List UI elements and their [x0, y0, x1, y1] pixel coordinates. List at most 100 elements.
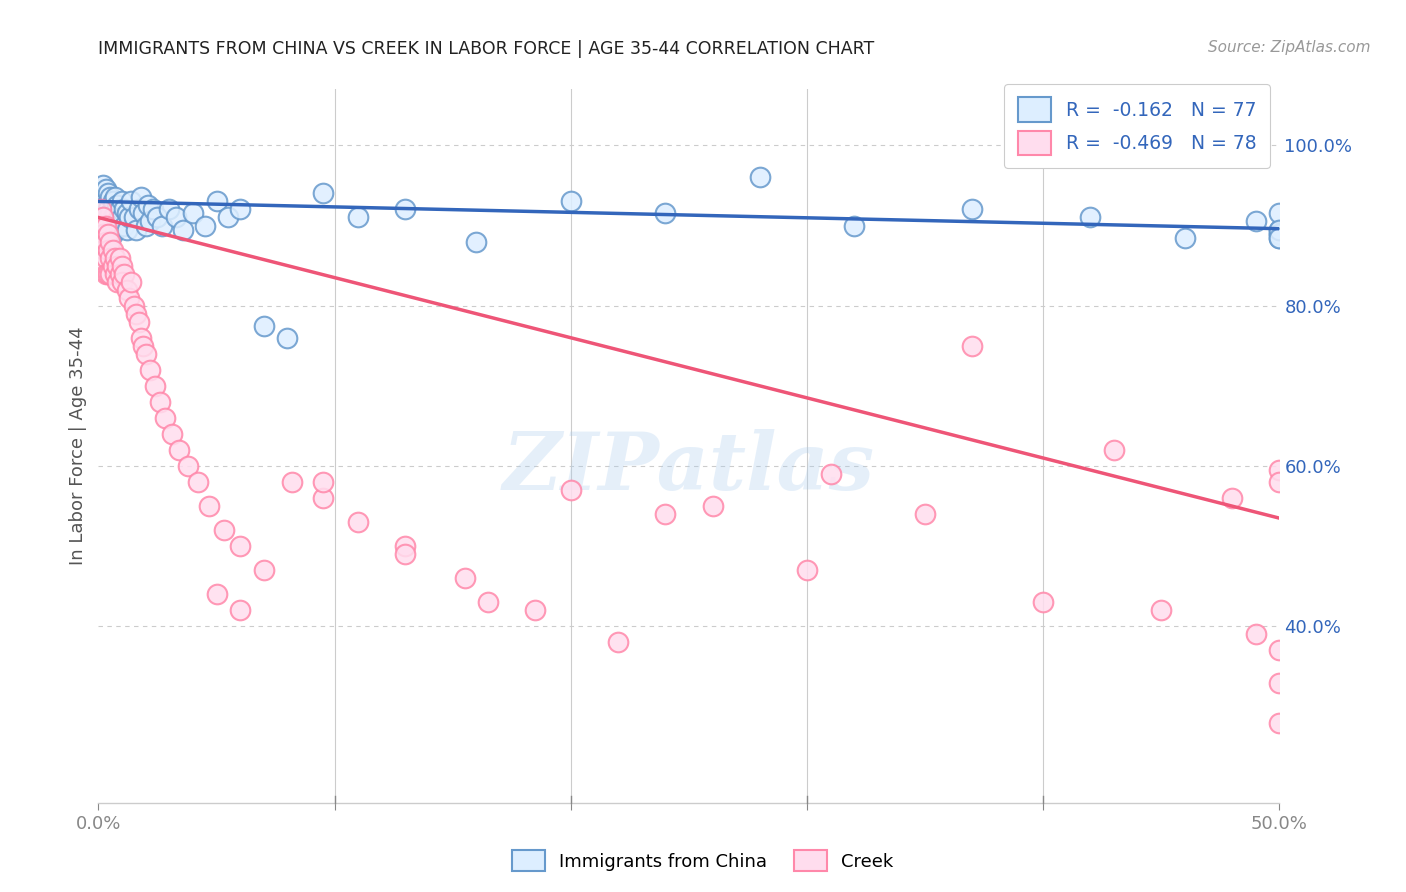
Point — [229, 202, 252, 217]
Point — [654, 206, 676, 220]
Point — [104, 206, 127, 220]
Point — [1080, 211, 1102, 225]
Point — [118, 211, 141, 225]
Point — [844, 219, 866, 233]
Point — [132, 339, 155, 353]
Point — [91, 259, 114, 273]
Point — [115, 206, 138, 220]
Point — [101, 211, 124, 225]
Point — [98, 190, 121, 204]
Point — [1220, 491, 1243, 505]
Point — [477, 595, 499, 609]
Point — [104, 267, 127, 281]
Point — [1268, 227, 1291, 241]
Point — [165, 211, 187, 225]
Point — [90, 186, 112, 201]
Point — [149, 395, 172, 409]
Point — [98, 251, 121, 265]
Point — [125, 222, 148, 236]
Point — [94, 219, 117, 233]
Point — [167, 442, 190, 457]
Point — [105, 214, 128, 228]
Point — [1032, 595, 1054, 609]
Point — [129, 190, 152, 204]
Point — [143, 379, 166, 393]
Point — [139, 214, 162, 228]
Point — [253, 318, 276, 333]
Legend: Immigrants from China, Creek: Immigrants from China, Creek — [505, 843, 901, 879]
Point — [1268, 643, 1291, 657]
Point — [121, 194, 143, 209]
Point — [1268, 222, 1291, 236]
Point — [150, 219, 173, 233]
Point — [157, 202, 180, 217]
Point — [312, 186, 335, 201]
Point — [135, 347, 157, 361]
Point — [212, 523, 235, 537]
Point — [135, 219, 157, 233]
Point — [90, 202, 112, 217]
Point — [205, 194, 228, 209]
Point — [98, 267, 121, 281]
Point — [394, 539, 416, 553]
Point — [914, 507, 936, 521]
Point — [1150, 603, 1173, 617]
Point — [702, 499, 724, 513]
Point — [94, 198, 117, 212]
Point — [560, 483, 582, 497]
Point — [91, 227, 114, 241]
Point — [229, 603, 252, 617]
Point — [453, 571, 475, 585]
Point — [97, 219, 120, 233]
Text: ZIPatlas: ZIPatlas — [503, 429, 875, 506]
Point — [91, 178, 114, 193]
Point — [132, 206, 155, 220]
Point — [101, 227, 124, 241]
Point — [1268, 222, 1291, 236]
Point — [820, 467, 842, 481]
Point — [962, 202, 984, 217]
Point — [122, 211, 145, 225]
Y-axis label: In Labor Force | Age 35-44: In Labor Force | Age 35-44 — [69, 326, 87, 566]
Point — [194, 219, 217, 233]
Point — [229, 539, 252, 553]
Point — [121, 275, 143, 289]
Point — [142, 202, 165, 217]
Point — [90, 243, 112, 257]
Point — [1268, 475, 1291, 489]
Point — [112, 267, 135, 281]
Point — [111, 211, 134, 225]
Point — [177, 458, 200, 473]
Point — [98, 222, 121, 236]
Point — [97, 243, 120, 257]
Point — [128, 202, 150, 217]
Point — [108, 251, 131, 265]
Point — [111, 194, 134, 209]
Point — [217, 211, 239, 225]
Point — [97, 227, 120, 241]
Point — [1244, 627, 1267, 641]
Point — [560, 194, 582, 209]
Text: IMMIGRANTS FROM CHINA VS CREEK IN LABOR FORCE | AGE 35-44 CORRELATION CHART: IMMIGRANTS FROM CHINA VS CREEK IN LABOR … — [98, 40, 875, 58]
Point — [347, 515, 370, 529]
Point — [253, 563, 276, 577]
Point — [115, 222, 138, 236]
Point — [98, 206, 121, 220]
Point — [104, 251, 127, 265]
Point — [91, 211, 114, 225]
Point — [1268, 463, 1291, 477]
Point — [1268, 675, 1291, 690]
Point — [94, 267, 117, 281]
Point — [962, 339, 984, 353]
Point — [97, 202, 120, 217]
Point — [94, 230, 117, 244]
Point — [112, 219, 135, 233]
Point — [94, 251, 117, 265]
Point — [187, 475, 209, 489]
Point — [97, 235, 120, 249]
Point — [347, 211, 370, 225]
Point — [97, 267, 120, 281]
Point — [115, 283, 138, 297]
Point — [94, 243, 117, 257]
Point — [1244, 214, 1267, 228]
